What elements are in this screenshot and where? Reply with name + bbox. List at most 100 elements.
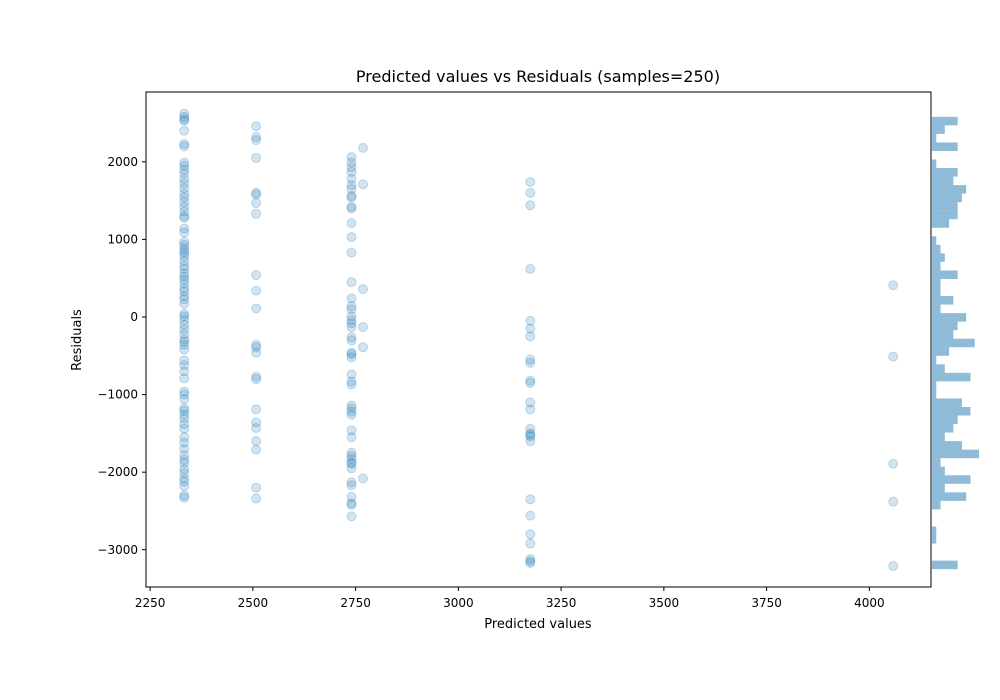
histogram-bar bbox=[932, 133, 937, 143]
histogram-bar bbox=[932, 168, 958, 177]
scatter-point bbox=[179, 360, 190, 371]
scatter-point bbox=[179, 419, 190, 430]
scatter-point bbox=[179, 339, 190, 350]
x-tick-label: 2250 bbox=[135, 596, 166, 610]
scatter-point bbox=[251, 270, 262, 281]
scatter-point bbox=[346, 192, 357, 203]
scatter-point bbox=[346, 322, 357, 333]
scatter-point bbox=[525, 554, 536, 565]
scatter-point bbox=[179, 355, 190, 366]
scatter-point bbox=[346, 463, 357, 474]
scatter-point bbox=[888, 496, 899, 507]
scatter-point bbox=[346, 277, 357, 288]
scatter-point bbox=[346, 335, 357, 346]
scatter-point bbox=[346, 157, 357, 168]
scatter-point bbox=[346, 349, 357, 360]
scatter-point bbox=[179, 336, 190, 347]
histogram-bar bbox=[932, 458, 941, 467]
scatter-point bbox=[358, 142, 369, 153]
histogram-bar bbox=[932, 236, 937, 245]
scatter-point bbox=[346, 203, 357, 214]
histogram-bar bbox=[932, 364, 945, 373]
scatter-point bbox=[346, 301, 357, 312]
scatter-point bbox=[179, 283, 190, 294]
scatter-point bbox=[179, 278, 190, 289]
histogram-bar bbox=[932, 287, 941, 297]
scatter-point bbox=[179, 108, 190, 119]
scatter-point bbox=[179, 114, 190, 125]
histogram-bar bbox=[932, 526, 937, 536]
scatter-point bbox=[251, 135, 262, 146]
scatter-point bbox=[525, 177, 536, 187]
histogram-bar bbox=[932, 407, 971, 416]
scatter-point bbox=[179, 223, 190, 234]
scatter-point bbox=[251, 132, 262, 142]
scatter-point bbox=[179, 473, 190, 484]
x-tick-label: 3500 bbox=[649, 596, 680, 610]
chart-title: Predicted values vs Residuals (samples=2… bbox=[356, 67, 720, 86]
scatter-point bbox=[179, 178, 190, 189]
scatter-point bbox=[346, 447, 357, 458]
scatter-point bbox=[179, 271, 190, 282]
scatter-point bbox=[346, 315, 357, 326]
scatter-point bbox=[179, 467, 190, 478]
histogram-bar bbox=[932, 466, 945, 476]
histogram-bar bbox=[932, 424, 954, 433]
scatter-point bbox=[251, 482, 262, 493]
scatter-point bbox=[346, 400, 357, 411]
scatter-point bbox=[346, 173, 357, 184]
scatter-point bbox=[888, 458, 899, 469]
histogram-bar bbox=[932, 483, 945, 493]
scatter-point bbox=[179, 315, 190, 326]
scatter-point bbox=[179, 490, 190, 501]
scatter-point bbox=[179, 188, 190, 199]
histogram-bar bbox=[932, 142, 958, 151]
histogram-bar bbox=[932, 535, 937, 544]
scatter-point bbox=[525, 331, 536, 342]
scatter-point bbox=[346, 162, 357, 173]
scatter-point bbox=[179, 201, 190, 212]
scatter-point bbox=[179, 268, 190, 279]
scatter-point bbox=[358, 473, 369, 484]
scatter-point bbox=[251, 493, 262, 504]
scatter-point bbox=[251, 342, 262, 353]
scatter-point bbox=[346, 201, 357, 212]
scatter-point bbox=[251, 371, 262, 382]
scatter-point bbox=[179, 274, 190, 285]
scatter-point bbox=[179, 197, 190, 208]
histogram-bar bbox=[932, 219, 950, 228]
scatter-point bbox=[179, 437, 190, 448]
scatter-point bbox=[179, 405, 190, 416]
histogram-bar bbox=[932, 398, 962, 407]
scatter-point bbox=[251, 152, 262, 163]
scatter-point bbox=[179, 192, 190, 203]
scatter-point bbox=[525, 431, 536, 442]
x-tick-label: 2500 bbox=[238, 596, 269, 610]
scatter-point bbox=[179, 115, 190, 126]
scatter-point bbox=[251, 285, 262, 296]
scatter-point bbox=[179, 183, 190, 194]
scatter-point bbox=[179, 386, 190, 397]
scatter-point bbox=[525, 510, 536, 521]
histogram-bar bbox=[932, 176, 954, 186]
histogram-bar bbox=[932, 492, 967, 501]
scatter-point bbox=[525, 200, 536, 211]
scatter-point bbox=[251, 374, 262, 385]
scatter-point bbox=[346, 311, 357, 322]
scatter-point bbox=[251, 208, 262, 219]
scatter-point bbox=[179, 319, 190, 330]
scatter-point bbox=[179, 236, 190, 247]
scatter-point bbox=[346, 166, 357, 177]
scatter-point bbox=[179, 464, 190, 475]
histogram-bar bbox=[932, 355, 937, 365]
scatter-point bbox=[179, 298, 190, 309]
histogram-bar bbox=[932, 304, 941, 314]
scatter-point bbox=[346, 403, 357, 414]
scatter-point bbox=[525, 429, 536, 440]
scatter-point bbox=[179, 141, 190, 152]
scatter-point bbox=[525, 538, 536, 549]
scatter-point bbox=[179, 413, 190, 424]
histogram-bar bbox=[932, 116, 958, 126]
histogram-bar bbox=[932, 125, 945, 134]
scatter-point bbox=[346, 183, 357, 194]
